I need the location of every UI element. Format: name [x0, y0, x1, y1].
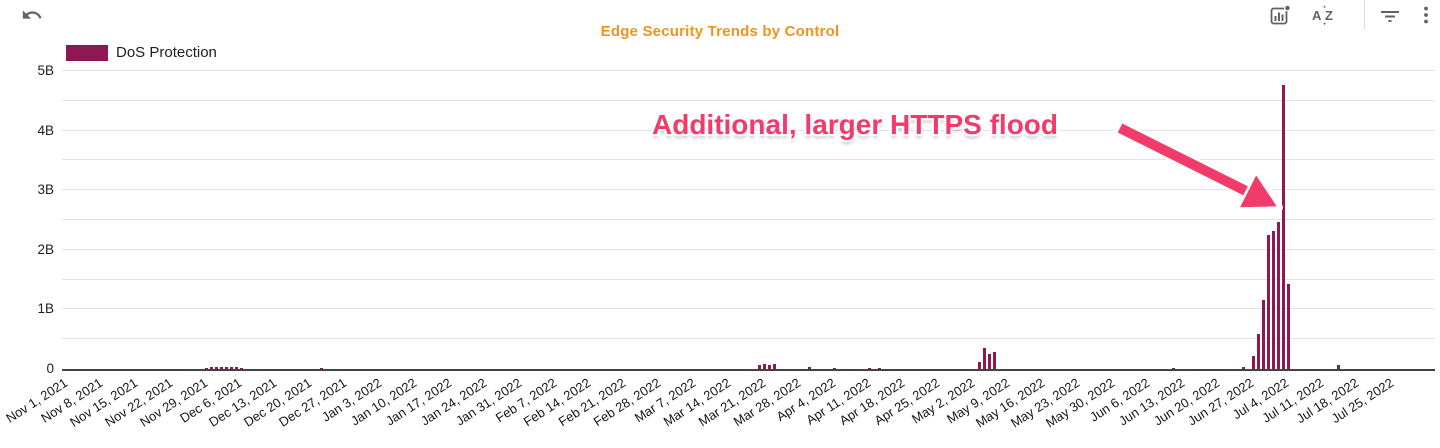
gridline	[62, 219, 1435, 220]
legend-swatch-dos-protection	[66, 44, 108, 61]
toolbar: Edge Security Trends by Control A Z	[0, 0, 1440, 40]
bar[interactable]	[1251, 356, 1255, 369]
gridline	[62, 248, 1435, 250]
gridline	[62, 99, 1435, 101]
undo-icon	[22, 10, 42, 19]
bar[interactable]	[1281, 84, 1285, 369]
filter-icon	[1381, 11, 1399, 22]
bar[interactable]	[763, 363, 767, 369]
y-axis-tick-label: 4B	[37, 122, 54, 138]
bar[interactable]	[833, 367, 837, 369]
explore-chart-icon	[1270, 4, 1291, 25]
bar[interactable]	[205, 367, 209, 369]
bar[interactable]	[1261, 299, 1265, 369]
bar[interactable]	[220, 367, 224, 369]
gridline	[62, 129, 1435, 131]
sort-az-icon: A Z	[1312, 5, 1333, 25]
bar[interactable]	[1241, 366, 1245, 369]
bar[interactable]	[1286, 283, 1290, 369]
explore-chart-button[interactable]	[1266, 2, 1294, 28]
bar[interactable]	[239, 367, 243, 369]
legend: DoS Protection	[66, 44, 217, 61]
bar[interactable]	[210, 367, 214, 369]
bar[interactable]	[1336, 365, 1340, 369]
undo-button[interactable]	[18, 2, 46, 28]
bar[interactable]	[1271, 230, 1275, 369]
bar[interactable]	[868, 367, 872, 369]
bar[interactable]	[1172, 367, 1176, 369]
gridline	[62, 338, 1435, 340]
bar[interactable]	[1266, 234, 1270, 369]
filter-button[interactable]	[1376, 2, 1404, 28]
gridline	[62, 278, 1435, 280]
plot-area	[62, 70, 1435, 371]
toolbar-divider	[1364, 0, 1365, 30]
bar[interactable]	[773, 363, 777, 369]
bar[interactable]	[987, 354, 991, 369]
x-axis-labels: Nov 1, 2021 Nov 8, 2021 Nov 15, 2021 Nov 22…	[0, 373, 1440, 443]
bar[interactable]	[878, 367, 882, 369]
more-options-button[interactable]	[1412, 2, 1440, 28]
annotation-text: Additional, larger HTTPS flood	[652, 109, 1058, 140]
chart-title: Edge Security Trends by Control	[600, 23, 840, 40]
bar[interactable]	[808, 367, 812, 369]
bar[interactable]	[758, 365, 762, 369]
bar[interactable]	[982, 348, 986, 369]
legend-label: DoS Protection	[116, 44, 217, 61]
bar[interactable]	[319, 367, 323, 369]
svg-text:Z: Z	[1325, 8, 1333, 23]
y-axis-tick-label: 2B	[37, 241, 54, 257]
bar[interactable]	[234, 367, 238, 369]
y-axis-tick-label: 3B	[37, 182, 54, 198]
y-axis-tick-label: 0	[46, 361, 54, 376]
sort-az-button[interactable]: A Z	[1310, 2, 1338, 28]
gridline	[62, 189, 1435, 191]
gridline	[62, 70, 1435, 71]
gridline	[62, 159, 1435, 161]
gridline	[62, 308, 1435, 310]
bar[interactable]	[225, 366, 228, 369]
y-axis-tick-label: 1B	[37, 301, 54, 317]
bar[interactable]	[1256, 334, 1260, 369]
bar[interactable]	[1276, 221, 1280, 369]
bar[interactable]	[229, 367, 233, 369]
kebab-menu-icon	[1424, 6, 1428, 24]
bar[interactable]	[215, 366, 219, 369]
y-axis-tick-label: 5B	[37, 63, 54, 78]
svg-text:A: A	[1312, 8, 1322, 23]
bar[interactable]	[768, 364, 772, 369]
bar[interactable]	[992, 352, 996, 369]
bar[interactable]	[977, 362, 981, 369]
